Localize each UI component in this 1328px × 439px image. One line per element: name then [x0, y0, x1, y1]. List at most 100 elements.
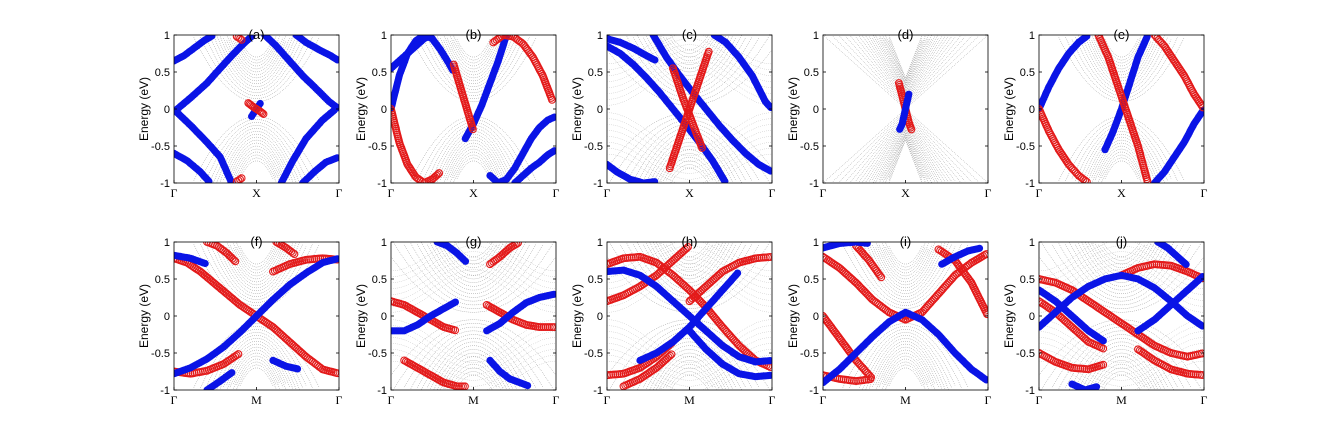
bulk-band — [607, 136, 772, 174]
bulk-band — [233, 358, 280, 389]
bulk-band — [885, 247, 926, 271]
y-axis-label: Energy (eV) — [786, 77, 800, 141]
series-blue — [938, 244, 984, 268]
series-blue — [1068, 380, 1101, 390]
bulk-band — [1052, 244, 1191, 306]
data-point — [228, 254, 237, 263]
series-red — [685, 253, 772, 306]
panel-title: (a) — [249, 27, 265, 42]
series-red — [203, 242, 240, 266]
y-tick-label: -0.5 — [800, 141, 819, 153]
bulk-band — [607, 325, 772, 363]
y-tick-label: 1 — [381, 30, 387, 42]
y-tick-label: -1 — [1025, 385, 1035, 397]
bulk-band — [607, 68, 772, 106]
bulk-band — [1098, 151, 1145, 182]
x-tick-label: Γ — [553, 393, 560, 407]
bulk-band — [855, 246, 956, 303]
bulk-band — [391, 349, 556, 387]
data-point — [907, 125, 916, 134]
y-tick-label: 1 — [1029, 237, 1035, 249]
data-point — [766, 167, 772, 175]
data-point — [651, 56, 659, 64]
bulk-band — [1071, 122, 1172, 179]
y-axis-label: Energy (eV) — [570, 284, 584, 348]
bulk-band — [882, 248, 929, 277]
data-point — [896, 125, 904, 133]
bulk-band — [210, 243, 303, 300]
y-tick-label: 0 — [381, 104, 387, 116]
data-point — [666, 351, 674, 360]
bulk-band — [391, 257, 556, 295]
bulk-band — [659, 36, 720, 65]
bulk-band — [233, 148, 280, 177]
bulk-band — [236, 35, 277, 61]
panel-title: (h) — [682, 234, 698, 249]
y-tick-label: -1 — [809, 385, 819, 397]
data-point — [852, 278, 860, 287]
series-blue — [710, 35, 772, 112]
bulk-band — [1058, 37, 1185, 102]
bulk-band — [1098, 148, 1145, 177]
bulk-band — [888, 40, 923, 82]
data-point — [1143, 177, 1152, 183]
bulk-band — [653, 242, 726, 280]
bulk-band — [453, 40, 494, 64]
bulk-band — [1088, 38, 1155, 82]
y-tick-label: 0 — [164, 311, 170, 323]
bulk-band — [607, 118, 772, 156]
bulk-band — [1085, 352, 1158, 390]
bulk-band — [417, 244, 530, 298]
data-point — [293, 365, 302, 373]
bulk-band — [607, 355, 772, 390]
x-tick-label: Γ — [820, 393, 827, 407]
bulk-band — [1101, 245, 1142, 261]
bulk-band — [1039, 251, 1204, 289]
data-point — [201, 259, 209, 268]
x-tick-label: Γ — [1201, 186, 1208, 200]
series-blue — [607, 35, 659, 64]
bulk-band — [427, 125, 520, 182]
bulk-band — [865, 35, 946, 98]
bulk-band — [1094, 243, 1149, 269]
bulk-band — [394, 323, 553, 389]
bulk-band — [236, 40, 277, 64]
bulk-band — [1101, 157, 1142, 183]
bulk-band — [443, 35, 504, 76]
series-blue — [391, 298, 459, 335]
data-point — [1197, 349, 1204, 358]
bulk-band — [410, 116, 537, 181]
data-point — [766, 357, 772, 365]
bulk-band — [1078, 35, 1165, 91]
panel-title: (f) — [250, 234, 262, 249]
bulk-band — [391, 242, 556, 277]
bulk-band — [1039, 337, 1204, 375]
data-point — [1165, 364, 1174, 373]
series-blue — [174, 35, 256, 113]
bulk-band — [443, 243, 504, 272]
bulk-band — [391, 263, 556, 301]
bulk-band — [885, 361, 926, 385]
bulk-band — [443, 142, 504, 183]
data-point — [981, 306, 988, 315]
bulk-band — [882, 358, 929, 389]
data-point — [535, 323, 544, 332]
bulk-band — [1078, 127, 1165, 183]
panel: 10.50-0.5-1Γ X Γ(b)Energy (eV) — [354, 27, 560, 200]
bulk-band — [210, 36, 303, 93]
data-point — [857, 284, 866, 293]
x-tick-label: Γ — [985, 186, 992, 200]
series-blue — [636, 269, 742, 364]
plot-area — [607, 242, 772, 390]
data-point — [224, 250, 233, 259]
bulk-band — [607, 35, 772, 65]
bulk-band — [223, 38, 290, 82]
x-tick-label: Γ — [336, 186, 343, 200]
bulk-band — [233, 36, 280, 67]
bulk-band — [454, 242, 493, 258]
y-tick-label: -1 — [160, 178, 170, 190]
bulk-band — [656, 242, 723, 276]
data-point — [865, 292, 874, 301]
bulk-band — [607, 242, 772, 272]
bulk-band — [882, 243, 929, 274]
